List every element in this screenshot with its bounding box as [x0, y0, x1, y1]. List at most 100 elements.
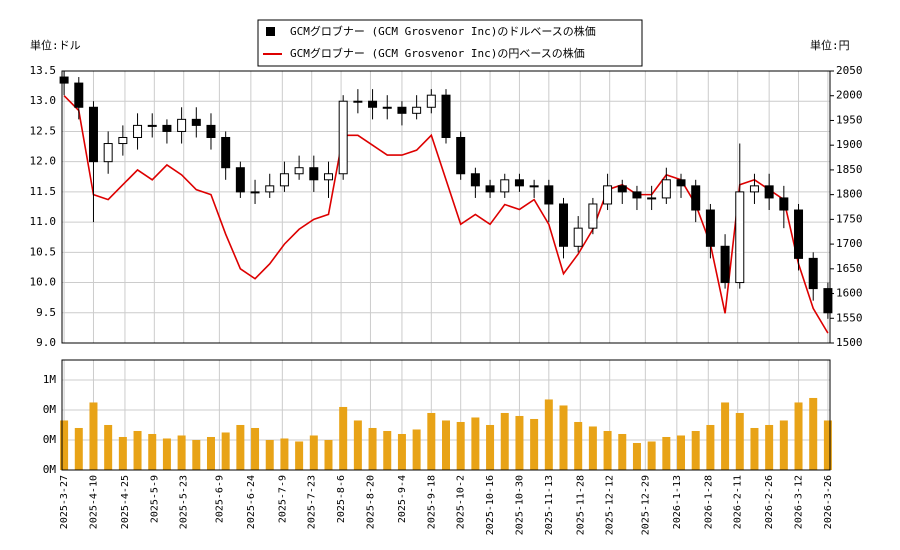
candle-body: [382, 106, 392, 109]
candle-body: [456, 136, 466, 175]
volume-bar: [809, 397, 818, 470]
candle-body: [147, 124, 157, 127]
volume-bar: [456, 421, 465, 470]
volume-bar: [544, 399, 553, 470]
candle-body: [441, 94, 451, 138]
candle-body: [426, 94, 436, 108]
candle-body: [133, 124, 143, 138]
candle-body: [794, 209, 804, 259]
volume-bar: [677, 435, 686, 470]
x-tick-label: 2025-9-4: [397, 475, 408, 523]
volume-bar: [559, 405, 568, 470]
y2-tick-label: 1550: [836, 311, 863, 324]
candle-body: [705, 209, 715, 247]
candle-body: [647, 197, 657, 200]
volume-bar: [353, 420, 362, 470]
volume-bar: [60, 420, 69, 470]
volume-bar: [779, 420, 788, 470]
legend-box: [257, 19, 643, 67]
volume-bar: [133, 430, 142, 470]
y2-tick-label: 1800: [836, 188, 863, 201]
candle-body: [250, 191, 260, 194]
x-tick-label: 2025-5-23: [179, 475, 190, 529]
volume-bar: [74, 427, 83, 470]
volume-bar: [735, 412, 744, 470]
volume-bar: [221, 432, 230, 470]
volume-bar: [574, 421, 583, 470]
volume-bar: [177, 435, 186, 470]
x-tick-label: 2025-11-28: [575, 475, 586, 535]
candle-body: [206, 124, 216, 138]
volume-tick-label: 0M: [43, 403, 57, 416]
volume-bar: [500, 412, 509, 470]
volume-bar: [397, 433, 406, 470]
volume-bar: [706, 424, 715, 470]
y-tick-label: 11.0: [30, 215, 57, 228]
x-tick-label: 2025-10-2: [456, 475, 467, 529]
candle-body: [720, 245, 730, 284]
volume-bar: [647, 441, 656, 470]
legend-label: GCMグロブナー (GCM Grosvenor Inc)のドルベースの株価: [290, 24, 596, 38]
candle-body: [529, 185, 539, 188]
candle-body: [764, 185, 774, 199]
candle-body: [397, 106, 407, 114]
volume-bar: [691, 430, 700, 470]
volume-bar: [309, 435, 318, 470]
candle-body: [103, 143, 113, 163]
x-tick-label: 2025-12-29: [640, 475, 651, 535]
volume-bar: [89, 402, 98, 470]
volume-bar: [427, 412, 436, 470]
x-tick-label: 2026-1-28: [703, 475, 714, 529]
candle-body: [573, 227, 583, 247]
candle-body: [500, 179, 510, 193]
y2-tick-label: 1500: [836, 336, 863, 349]
x-tick-label: 2025-9-18: [426, 475, 437, 529]
y2-tick-label: 1850: [836, 163, 863, 176]
y2-tick-label: 1750: [836, 212, 863, 225]
x-tick-label: 2026-3-12: [794, 475, 805, 529]
volume-bar: [206, 436, 215, 470]
candle-body: [470, 173, 480, 187]
volume-bar: [339, 406, 348, 470]
candle-body: [617, 185, 627, 193]
volume-bar: [618, 433, 627, 470]
x-tick-label: 2025-7-23: [307, 475, 318, 529]
volume-bar: [368, 427, 377, 470]
plot-border: [61, 70, 831, 344]
y-tick-label: 13.0: [30, 94, 57, 107]
volume-bar: [603, 430, 612, 470]
candle-body: [603, 185, 613, 205]
x-tick-label: 2026-3-26: [823, 475, 834, 529]
candle-body: [221, 136, 231, 169]
candle-body: [294, 167, 304, 175]
candle-body: [235, 167, 245, 193]
volume-bar: [794, 402, 803, 470]
legend-marker: [266, 27, 275, 36]
candle-body: [74, 82, 84, 108]
candle-body: [779, 197, 789, 211]
x-tick-label: 2025-4-10: [88, 475, 99, 529]
x-tick-label: 2025-3-27: [59, 475, 70, 529]
y2-tick-label: 1700: [836, 237, 863, 250]
volume-bar: [236, 424, 245, 470]
y-tick-label: 11.5: [30, 185, 57, 198]
candle-body: [191, 118, 201, 126]
y-tick-label: 13.5: [30, 64, 57, 77]
x-tick-label: 2025-8-20: [365, 475, 376, 529]
volume-bar: [662, 436, 671, 470]
candle-body: [735, 191, 745, 284]
y-tick-label: 12.5: [30, 124, 57, 137]
candle-body: [661, 179, 671, 199]
candle-body: [412, 106, 422, 114]
candle-body: [353, 100, 363, 103]
y-tick-label: 10.0: [30, 276, 57, 289]
x-tick-label: 2026-2-26: [764, 475, 775, 529]
candle-body: [691, 185, 701, 211]
x-tick-label: 2026-2-11: [733, 475, 744, 529]
candle-body: [59, 76, 69, 84]
volume-tick-label: 0M: [43, 433, 57, 446]
candle-body: [309, 167, 319, 181]
volume-tick-label: 1M: [43, 373, 57, 386]
y2-tick-label: 1650: [836, 262, 863, 275]
